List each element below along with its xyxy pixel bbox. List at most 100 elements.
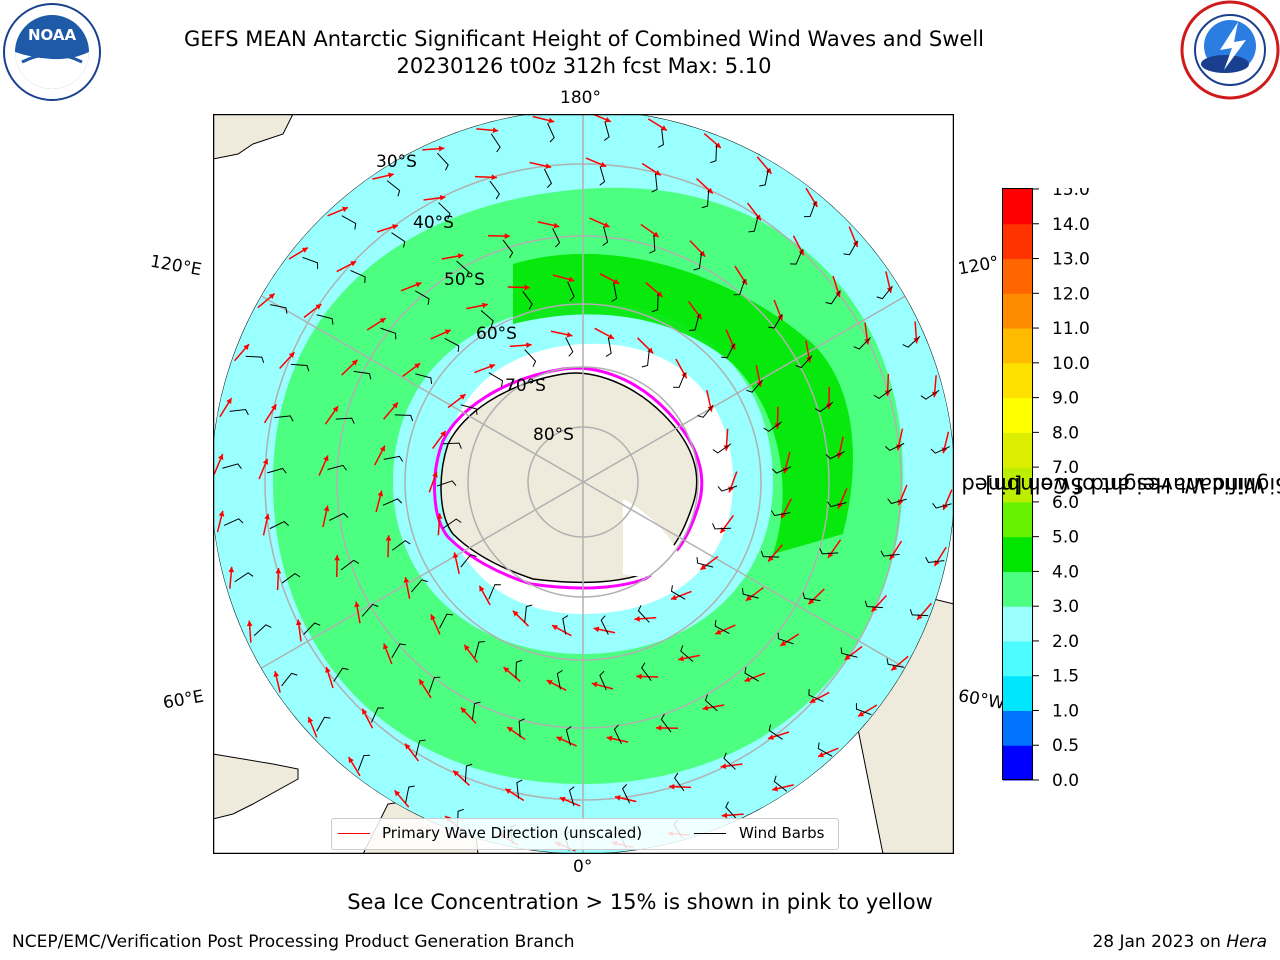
wind-barb <box>340 559 360 571</box>
wind-barb <box>380 327 397 340</box>
wave-arrow-head <box>228 566 235 573</box>
wind-barb <box>603 121 610 141</box>
wind-barb <box>825 451 845 460</box>
wind-barb <box>341 215 357 230</box>
wind-barb <box>611 282 618 303</box>
wave-arrow-head <box>614 795 621 801</box>
wind-barb <box>382 498 403 506</box>
wind-barb <box>327 464 347 471</box>
wind-barb <box>723 752 736 770</box>
wind-barb <box>414 290 430 305</box>
legend-line-wave-direction <box>338 833 370 834</box>
wind-barb <box>456 260 470 278</box>
wave-arrow-head <box>388 172 394 179</box>
wind-barb <box>443 442 462 449</box>
wave-arrow-head <box>453 770 460 777</box>
wave-arrow-head <box>768 734 774 740</box>
wind-barb <box>674 772 685 792</box>
wave-arrow-head <box>720 763 727 770</box>
wave-arrow-head <box>545 163 552 169</box>
wave-arrow-head <box>403 577 410 583</box>
wind-barb <box>714 620 730 634</box>
lat-label-50s: 50°S <box>444 270 485 290</box>
colorbar-swatch <box>1003 397 1033 433</box>
colorbar-tick-label: 8.0 <box>1052 423 1079 443</box>
footer-credit: NCEP/EMC/Verification Post Processing Pr… <box>12 932 575 952</box>
wind-barb <box>763 421 782 432</box>
wave-arrow-head <box>559 796 566 803</box>
wave-arrow-head <box>246 620 253 627</box>
wind-barb <box>436 152 449 171</box>
wave-arrow-head <box>808 598 815 605</box>
wave-arrow-head <box>348 757 354 764</box>
colorbar-swatch <box>1003 710 1033 746</box>
wave-arrow-head <box>503 667 510 673</box>
wave-arrow-head <box>264 513 270 520</box>
wind-barb <box>490 133 501 153</box>
wave-arrow-head <box>864 338 871 345</box>
wave-arrow-head <box>464 644 470 651</box>
wind-barb <box>562 615 569 635</box>
wave-arrow-head <box>772 785 778 792</box>
map-legend: Primary Wave Direction (unscaled) Wind B… <box>331 818 839 850</box>
wave-arrow-head <box>826 403 832 409</box>
wind-barb <box>392 540 411 551</box>
wind-barb <box>290 363 310 372</box>
colorbar-tick-label: 2.0 <box>1052 632 1079 652</box>
wave-arrow-head <box>600 161 607 168</box>
colorbar-tick-label: 6.0 <box>1052 493 1079 513</box>
wind-barb <box>710 144 718 164</box>
wave-arrow-head <box>858 711 865 717</box>
wind-barb <box>641 662 652 681</box>
wind-barb <box>864 600 884 609</box>
wave-arrow-head <box>479 585 485 592</box>
colorbar-swatch <box>1003 328 1033 364</box>
wind-barb <box>760 550 780 558</box>
colorbar-swatch <box>1003 675 1033 711</box>
wave-arrow-head <box>288 352 295 359</box>
wind-barb <box>651 173 658 193</box>
colorbar-swatch <box>1003 293 1033 329</box>
wave-arrow-head <box>765 167 772 174</box>
wave-arrow-head <box>323 505 330 512</box>
wind-barb <box>746 379 763 393</box>
colorbar-tick-label: 0.5 <box>1052 736 1079 756</box>
wind-barb <box>253 624 272 637</box>
sea-ice-note: Sea Ice Concentration > 15% is shown in … <box>347 890 933 914</box>
wave-arrow-head <box>440 430 446 437</box>
lon-label-180: 180° <box>560 88 601 108</box>
wind-barb <box>547 122 555 143</box>
wave-arrow-head <box>844 654 851 660</box>
wind-barb <box>660 713 672 733</box>
wind-barb <box>436 480 457 487</box>
wind-barb <box>771 466 792 474</box>
colorbar-tick-label: 9.0 <box>1052 389 1079 409</box>
wave-arrow-head <box>505 788 512 794</box>
wind-barb <box>442 518 462 529</box>
footer-date: 28 Jan 2023 on Hera <box>1092 932 1267 952</box>
wave-arrow-head <box>780 640 787 646</box>
wave-arrow-head <box>745 595 752 601</box>
wind-barb <box>773 775 788 792</box>
wind-barb <box>802 592 821 602</box>
wave-arrow-head <box>656 725 662 731</box>
wind-barb <box>568 786 575 806</box>
wave-arrow-head <box>218 510 225 517</box>
wave-arrow-head <box>551 625 558 631</box>
wind-barb <box>599 670 607 691</box>
wind-barb <box>439 613 453 629</box>
wave-arrow-head <box>636 673 642 680</box>
wave-arrow-head <box>414 363 421 369</box>
wind-barb <box>464 763 473 783</box>
colorbar-swatch <box>1003 258 1033 294</box>
wind-barb <box>269 521 289 530</box>
wave-arrow-head <box>415 282 422 288</box>
wave-arrow-head <box>275 568 282 574</box>
lat-label-30s: 30°S <box>376 152 417 172</box>
wave-arrow-head <box>556 736 563 742</box>
wind-barb <box>391 643 406 659</box>
wind-barb <box>480 310 494 327</box>
colorbar-tick-label: 12.0 <box>1052 284 1090 304</box>
wave-direction-arrows <box>213 114 953 852</box>
wind-barb <box>383 455 404 462</box>
